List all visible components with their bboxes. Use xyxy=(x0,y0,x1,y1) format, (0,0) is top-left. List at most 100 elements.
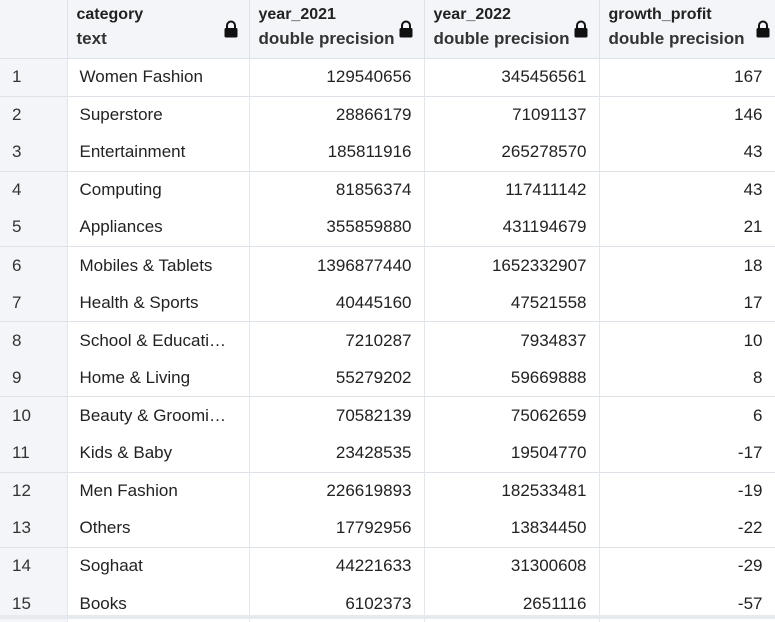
cell-category[interactable]: Health & Sports xyxy=(67,284,250,322)
row-number[interactable]: 12 xyxy=(0,471,68,510)
cell-category[interactable]: Computing xyxy=(67,170,250,209)
table-row[interactable]: 13 Others 17792956 13834450 -22 xyxy=(0,509,775,548)
table-row[interactable]: 8 School & Educati… 7210287 7934837 10 xyxy=(0,321,775,360)
cell-year-2022[interactable]: 75062659 xyxy=(424,396,600,435)
table-row[interactable]: 9 Home & Living 55279202 59669888 8 xyxy=(0,359,775,397)
cell-growth-profit[interactable]: -22 xyxy=(599,509,775,548)
cell-year-2021[interactable]: 81856374 xyxy=(249,170,425,209)
cell-year-2021[interactable]: 70582139 xyxy=(249,396,425,435)
row-number[interactable]: 1 xyxy=(0,58,68,97)
cell-growth-profit[interactable]: 17 xyxy=(599,284,775,322)
cell-year-2022[interactable]: 47521558 xyxy=(424,284,600,322)
row-number[interactable]: 4 xyxy=(0,170,68,209)
table-row[interactable]: 6 Mobiles & Tablets 1396877440 165233290… xyxy=(0,245,775,285)
cell-growth-profit[interactable]: -17 xyxy=(599,434,775,473)
row-number-header xyxy=(0,0,68,59)
row-number[interactable]: 2 xyxy=(0,95,68,134)
cell-year-2021[interactable]: 28866179 xyxy=(249,95,425,134)
cell-growth-profit[interactable]: 167 xyxy=(599,58,775,97)
row-number[interactable]: 9 xyxy=(0,359,68,397)
cell-year-2021[interactable]: 17792956 xyxy=(249,509,425,548)
table-row[interactable]: 7 Health & Sports 40445160 47521558 17 xyxy=(0,284,775,322)
cell-year-2022[interactable]: 71091137 xyxy=(424,95,600,134)
table-row[interactable]: 1 Women Fashion 129540656 345456561 167 xyxy=(0,58,775,97)
lock-icon xyxy=(756,20,769,38)
cell-growth-profit[interactable]: 8 xyxy=(599,359,775,397)
horizontal-scrollbar[interactable] xyxy=(0,615,775,619)
cell-year-2022[interactable]: 59669888 xyxy=(424,359,600,397)
column-type: text xyxy=(76,29,107,48)
cell-category[interactable]: Others xyxy=(67,509,250,548)
cell-year-2021[interactable]: 226619893 xyxy=(249,471,425,510)
lock-icon xyxy=(224,20,237,38)
column-name: category xyxy=(76,6,144,23)
cell-year-2022[interactable]: 13834450 xyxy=(424,509,600,548)
table-row[interactable]: 3 Entertainment 185811916 265278570 43 xyxy=(0,133,775,172)
cell-category[interactable]: Men Fashion xyxy=(67,471,250,510)
table-row[interactable]: 14 Soghaat 44221633 31300608 -29 xyxy=(0,546,775,585)
cell-category[interactable]: Entertainment xyxy=(67,133,250,172)
cell-year-2021[interactable]: 40445160 xyxy=(249,284,425,322)
row-number[interactable]: 3 xyxy=(0,133,68,172)
cell-year-2021[interactable]: 129540656 xyxy=(249,58,425,97)
table-row[interactable]: 11 Kids & Baby 23428535 19504770 -17 xyxy=(0,434,775,473)
table-row[interactable]: 4 Computing 81856374 117411142 43 xyxy=(0,170,775,209)
cell-category[interactable]: Women Fashion xyxy=(67,58,250,97)
cell-growth-profit[interactable]: -19 xyxy=(599,471,775,510)
cell-growth-profit[interactable]: -29 xyxy=(599,546,775,585)
cell-year-2021[interactable]: 185811916 xyxy=(249,133,425,172)
table-row[interactable]: 12 Men Fashion 226619893 182533481 -19 xyxy=(0,471,775,510)
column-type: double precision xyxy=(258,29,395,48)
cell-year-2022[interactable]: 7934837 xyxy=(424,321,600,360)
cell-growth-profit[interactable]: 6 xyxy=(599,396,775,435)
cell-year-2021[interactable]: 7210287 xyxy=(249,321,425,360)
cell-year-2022[interactable]: 117411142 xyxy=(424,170,600,209)
column-type: double precision xyxy=(608,29,745,48)
row-number[interactable]: 11 xyxy=(0,434,68,473)
cell-category[interactable]: Appliances xyxy=(67,208,250,247)
cell-category[interactable]: Soghaat xyxy=(67,546,250,585)
cell-year-2021[interactable]: 23428535 xyxy=(249,434,425,473)
cell-year-2022[interactable]: 182533481 xyxy=(424,471,600,510)
cell-growth-profit[interactable]: 18 xyxy=(599,245,775,285)
column-header-growth-profit[interactable]: growth_profit double precision xyxy=(599,0,775,59)
lock-icon xyxy=(399,20,412,38)
cell-growth-profit[interactable]: 43 xyxy=(599,170,775,209)
row-number[interactable]: 10 xyxy=(0,396,68,435)
table-row[interactable]: 10 Beauty & Groomi… 70582139 75062659 6 xyxy=(0,396,775,435)
column-header-category[interactable]: category text xyxy=(67,0,250,59)
cell-year-2022[interactable]: 19504770 xyxy=(424,434,600,473)
row-number[interactable]: 8 xyxy=(0,321,68,360)
row-number[interactable]: 7 xyxy=(0,284,68,322)
cell-year-2022[interactable]: 345456561 xyxy=(424,58,600,97)
column-name: growth_profit xyxy=(608,6,712,23)
column-header-year-2022[interactable]: year_2022 double precision xyxy=(424,0,600,59)
cell-growth-profit[interactable]: 43 xyxy=(599,133,775,172)
cell-year-2021[interactable]: 44221633 xyxy=(249,546,425,585)
cell-growth-profit[interactable]: 21 xyxy=(599,208,775,247)
cell-category[interactable]: Mobiles & Tablets xyxy=(67,245,250,285)
cell-year-2022[interactable]: 431194679 xyxy=(424,208,600,247)
cell-year-2021[interactable]: 1396877440 xyxy=(249,245,425,285)
cell-year-2022[interactable]: 31300608 xyxy=(424,546,600,585)
cell-year-2021[interactable]: 55279202 xyxy=(249,359,425,397)
cell-category[interactable]: Beauty & Groomi… xyxy=(67,396,250,435)
column-name: year_2022 xyxy=(433,6,511,23)
cell-growth-profit[interactable]: 10 xyxy=(599,321,775,360)
cell-category[interactable]: School & Educati… xyxy=(67,321,250,360)
cell-category[interactable]: Superstore xyxy=(67,95,250,134)
cell-year-2022[interactable]: 265278570 xyxy=(424,133,600,172)
column-header-year-2021[interactable]: year_2021 double precision xyxy=(249,0,425,59)
cell-year-2022[interactable]: 1652332907 xyxy=(424,245,600,285)
row-number[interactable]: 5 xyxy=(0,208,68,247)
row-number[interactable]: 13 xyxy=(0,509,68,548)
cell-category[interactable]: Kids & Baby xyxy=(67,434,250,473)
cell-year-2021[interactable]: 355859880 xyxy=(249,208,425,247)
row-number[interactable]: 14 xyxy=(0,546,68,585)
cell-growth-profit[interactable]: 146 xyxy=(599,95,775,134)
row-number[interactable]: 6 xyxy=(0,245,68,285)
table-row[interactable]: 5 Appliances 355859880 431194679 21 xyxy=(0,208,775,247)
table-row[interactable]: 2 Superstore 28866179 71091137 146 xyxy=(0,95,775,134)
cell-category[interactable]: Home & Living xyxy=(67,359,250,397)
